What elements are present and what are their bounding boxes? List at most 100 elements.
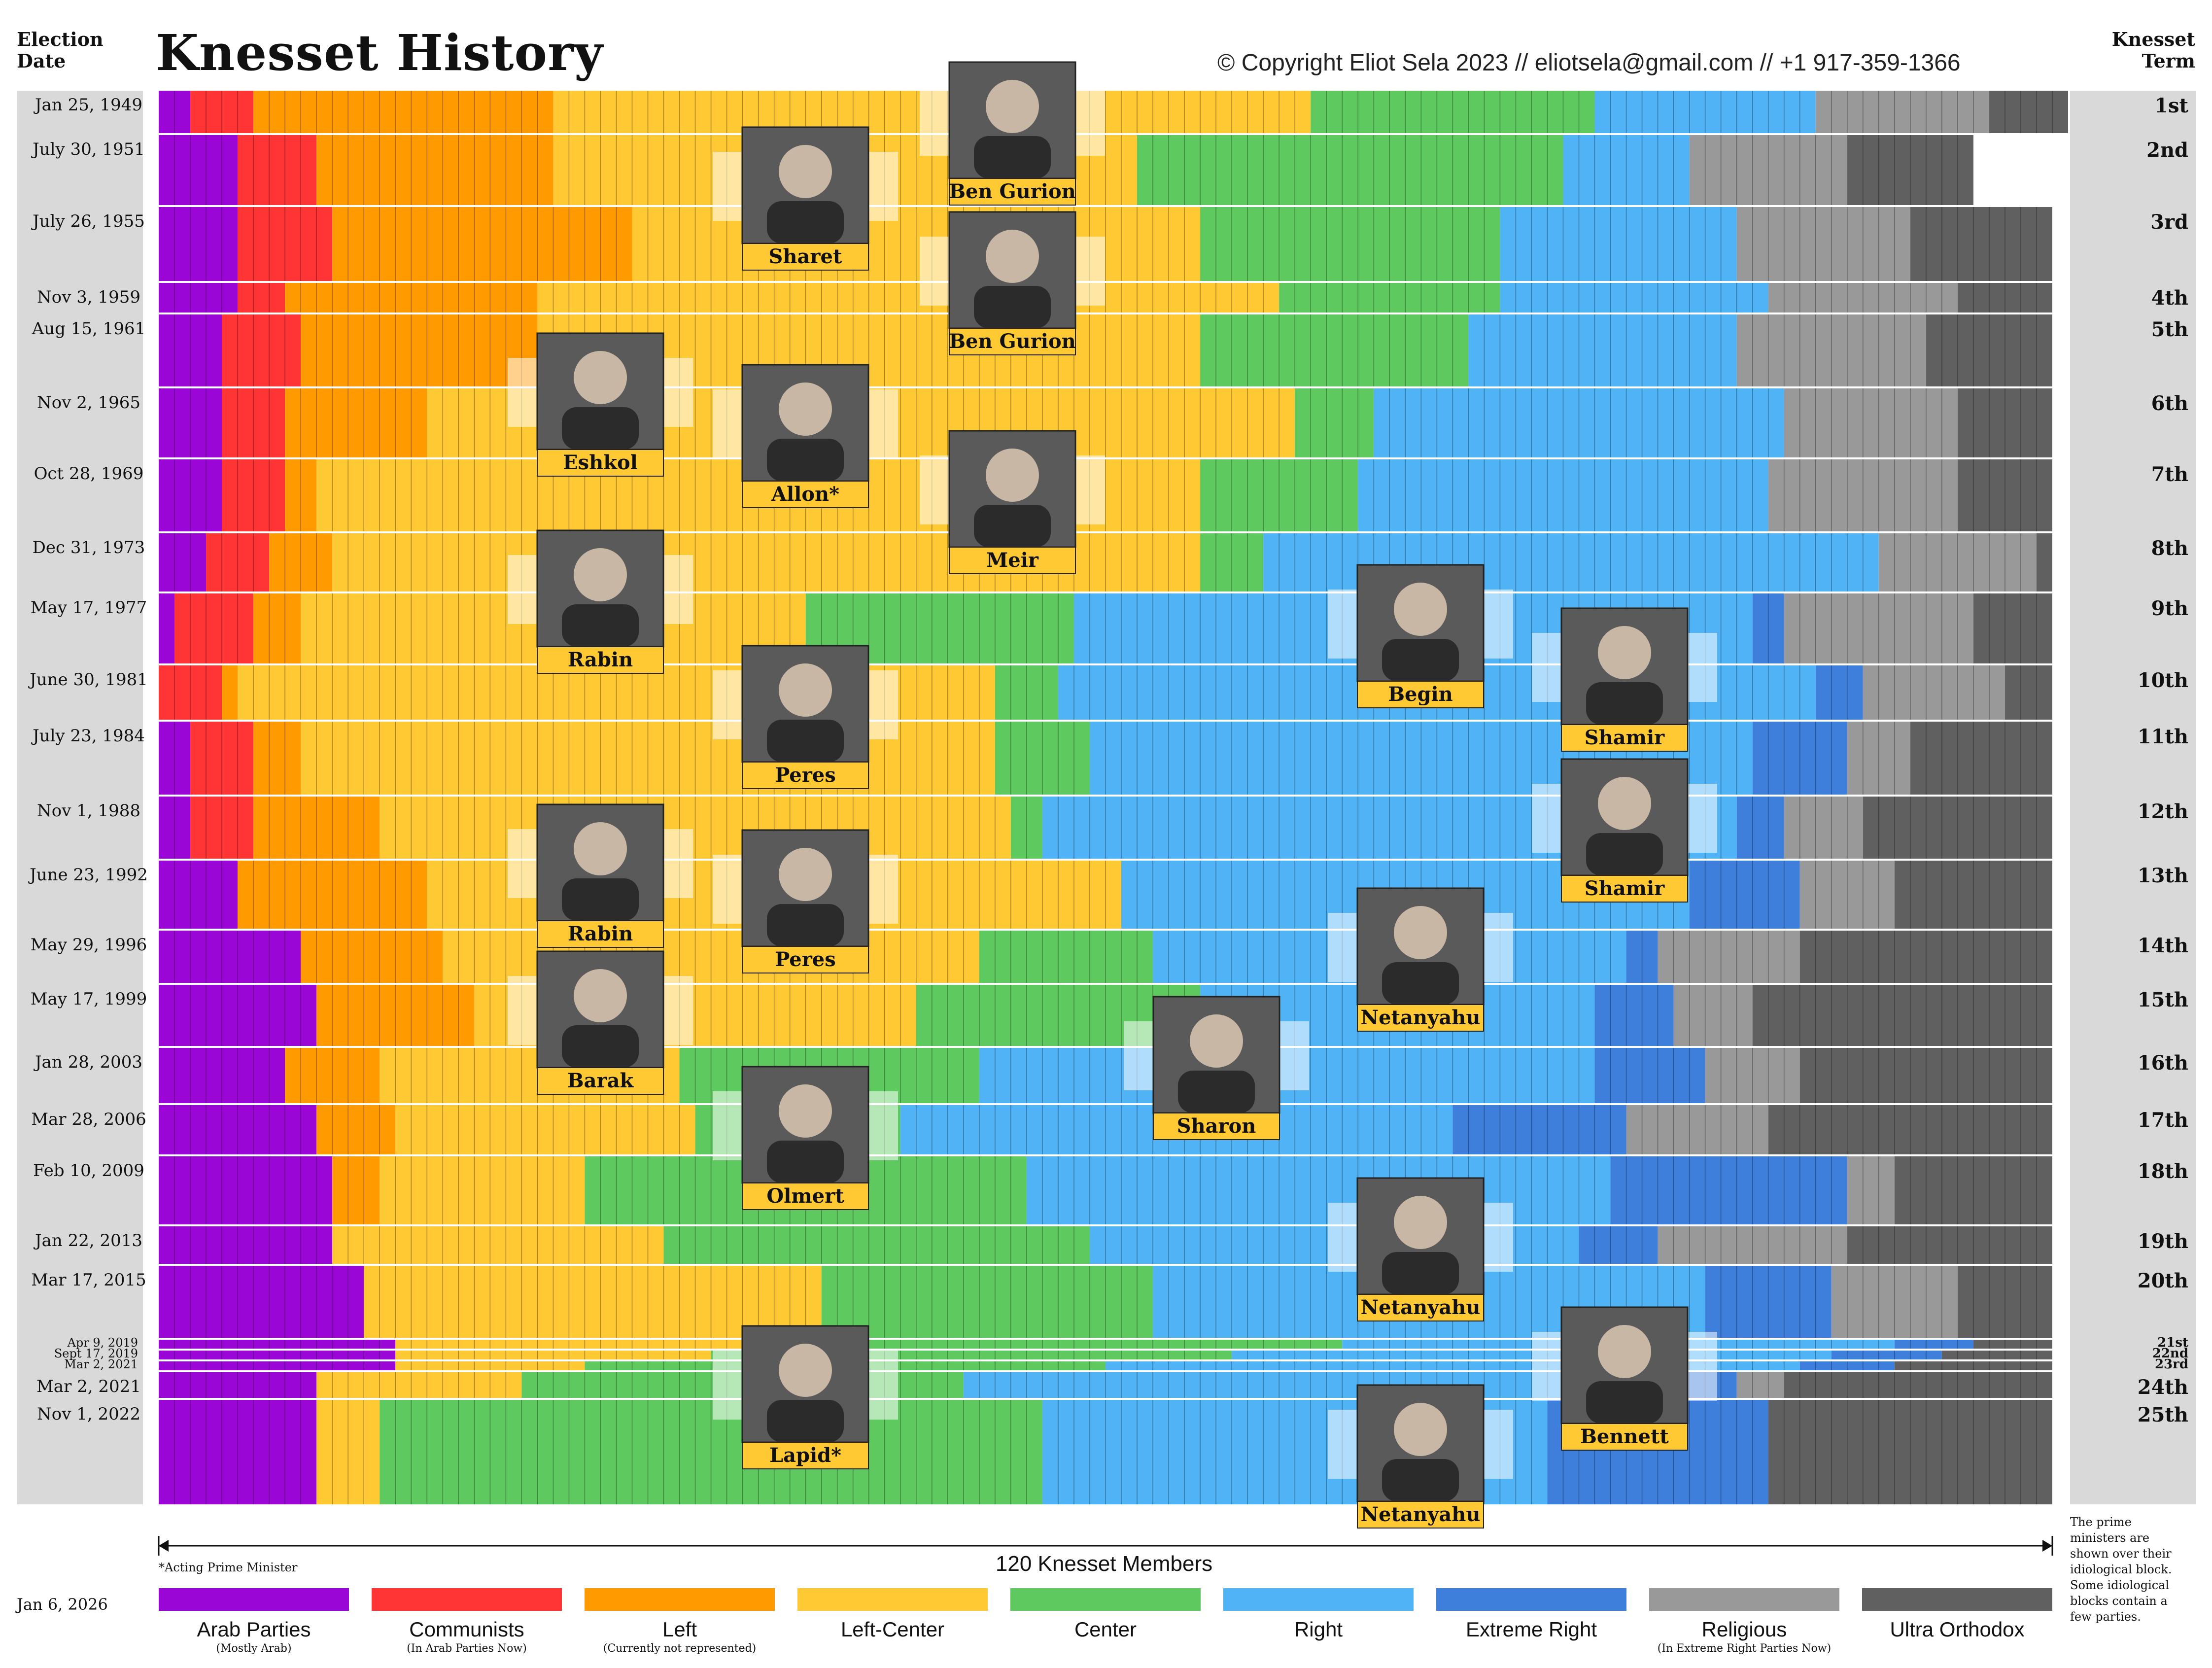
seat-block-11th-0 (159, 722, 191, 795)
knesset-term-label: 15th (2138, 988, 2188, 1011)
seat-block-9th-1 (174, 593, 254, 663)
pm-shoulders-icon (974, 505, 1051, 547)
knesset-term-label: 24th (2138, 1376, 2188, 1399)
pm-face-icon (574, 548, 627, 601)
pm-face-icon (986, 80, 1039, 133)
election-date-label: June 30, 1981 (28, 670, 148, 690)
seat-block-19th-0 (159, 1226, 333, 1264)
knesset-row-14th (159, 931, 2052, 983)
pm-name-plate (1561, 724, 1688, 752)
pm-face-icon (574, 351, 627, 404)
legend-label: Right (1294, 1618, 1343, 1641)
knesset-term-label: 23rd (2155, 1357, 2188, 1372)
pm-name: Ben Gurion (949, 330, 1076, 353)
election-date-header: Election Date (17, 29, 104, 72)
knesset-row-21st (159, 1340, 2052, 1349)
seat-block-4th-8 (1957, 283, 2052, 313)
seat-block-3rd-8 (1910, 207, 2052, 281)
seat-block-2nd-2 (316, 135, 553, 205)
seat-block-19th-8 (1847, 1226, 2052, 1264)
pm-name: Peres (775, 764, 836, 787)
seat-block-6th-7 (1784, 388, 1958, 457)
pm-face-icon (1598, 626, 1651, 679)
election-date-label: Jan 25, 1949 (34, 95, 142, 115)
seat-block-3rd-5 (1500, 207, 1737, 281)
knesset-term-label: 12th (2138, 800, 2188, 823)
legend-label: Left-Center (840, 1618, 945, 1641)
seat-block-17th-3 (395, 1105, 695, 1154)
pm-shoulders-icon (1178, 1071, 1255, 1113)
knesset-row-9th (159, 593, 2052, 663)
knesset-term-label: 17th (2138, 1109, 2188, 1132)
seat-block-3rd-0 (159, 207, 238, 281)
pm-face-icon (1394, 1196, 1447, 1249)
pm-face-icon (986, 449, 1039, 502)
pm-name: Rabin (568, 922, 633, 945)
knesset-row-15th (159, 985, 2052, 1046)
seat-block-1st-2 (253, 91, 553, 133)
knesset-term-label: 19th (2138, 1230, 2188, 1253)
chart-title: Knesset History (156, 24, 603, 82)
seat-block-9th-0 (159, 593, 175, 663)
pm-name: Sharon (1177, 1114, 1256, 1138)
pm-name: Eshkol (563, 451, 638, 474)
election-date-label: Jan 22, 2013 (34, 1231, 142, 1251)
legend-item: Center (1010, 1588, 1201, 1641)
legend-swatch (1436, 1588, 1626, 1611)
legend-label: Arab Parties (197, 1618, 311, 1641)
legend-label: Extreme Right (1465, 1618, 1597, 1641)
pm-name: Peres (775, 948, 836, 971)
seat-block-16th-0 (159, 1048, 285, 1103)
pm-face-icon (1190, 1014, 1243, 1068)
seat-block-8th-5 (1263, 533, 1879, 591)
legend-item: Right (1223, 1588, 1414, 1641)
pm-name-plate (1357, 681, 1484, 708)
pm-name: Sharet (769, 245, 842, 268)
seat-block-12th-7 (1784, 797, 1863, 859)
copyright-text: © Copyright Eliot Sela 2023 // eliotsela… (1217, 50, 1961, 76)
pm-name-plate (742, 1182, 869, 1210)
knesset-row-7th (159, 459, 2052, 531)
seat-block-4th-2 (285, 283, 538, 313)
seat-block-14th-0 (159, 931, 301, 983)
pm-portrait-rabin: Rabin (508, 529, 693, 674)
pm-name: Bennett (1580, 1425, 1669, 1448)
legend-swatch (797, 1588, 988, 1611)
seat-block-8th-2 (269, 533, 333, 591)
seat-block-4th-4 (1279, 283, 1500, 313)
knesset-row-16th (159, 1048, 2052, 1103)
pm-face-icon (1598, 1325, 1651, 1378)
seat-block-13th-8 (1894, 861, 2052, 929)
seat-block-2nd-1 (238, 135, 317, 205)
seat-block-23rd-6 (1799, 1361, 1895, 1370)
pm-name-plate (742, 762, 869, 789)
seat-block-13th-7 (1799, 861, 1895, 929)
knesset-row-13th (159, 861, 2052, 929)
seat-block-6th-5 (1374, 388, 1784, 457)
seat-block-20th-4 (821, 1266, 1153, 1338)
pm-name: Netanyahu (1361, 1006, 1481, 1029)
election-date-label: Nov 1, 1988 (37, 801, 140, 821)
legend-swatch (372, 1588, 562, 1611)
pm-name: Rabin (568, 648, 633, 671)
seat-block-18th-2 (332, 1156, 380, 1224)
knesset-term-label: 7th (2151, 463, 2188, 486)
seat-block-22nd-6 (1831, 1351, 1942, 1359)
seat-block-1st-7 (1815, 91, 1989, 133)
election-date-header-line2: Date (17, 50, 66, 72)
knesset-row-8th (159, 533, 2052, 591)
legend-item: Ultra Orthodox (1862, 1588, 2052, 1641)
legend-label: Ultra Orthodox (1890, 1618, 2025, 1641)
legend-swatch (585, 1588, 775, 1611)
pm-name-plate (1561, 875, 1688, 903)
election-date-label: Jan 28, 2003 (34, 1052, 142, 1072)
legend-sublabel: (Currently not represented) (603, 1642, 757, 1655)
legend-item: Left-Center (797, 1588, 988, 1641)
seat-block-18th-3 (380, 1156, 585, 1224)
seat-block-14th-6 (1626, 931, 1658, 983)
seat-block-19th-3 (332, 1226, 664, 1264)
seat-block-12th-1 (190, 797, 254, 859)
pm-explanation-note: The prime ministers are shown over their… (2070, 1515, 2172, 1624)
seat-block-11th-8 (1910, 722, 2052, 795)
seat-block-10th-4 (995, 665, 1058, 720)
